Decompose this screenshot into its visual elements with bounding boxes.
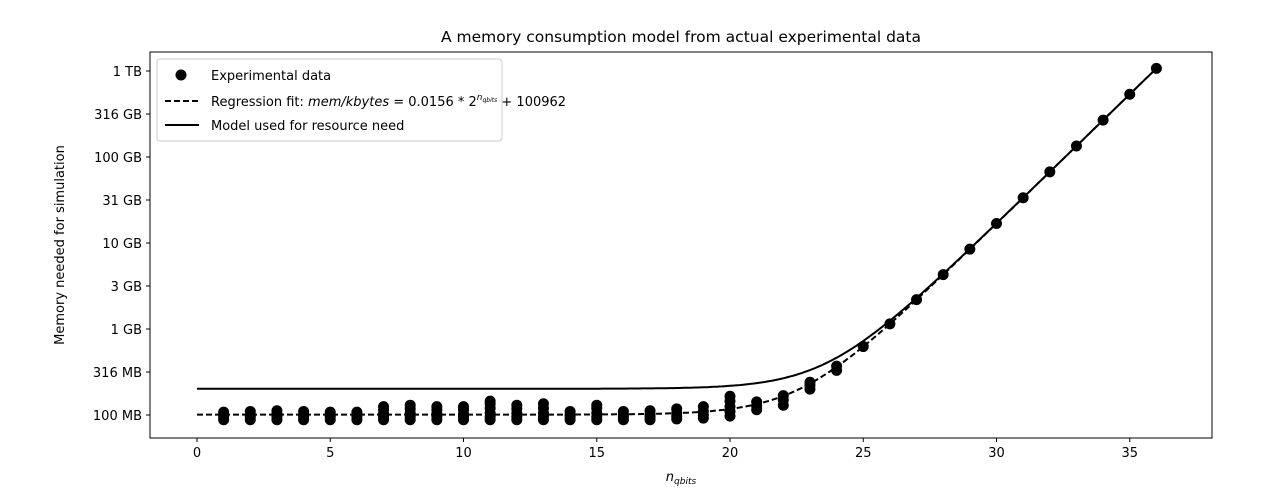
x-axis-label: nqbits [666,470,697,487]
y-tick-label: 316 MB [93,366,142,381]
data-point [671,403,683,415]
experimental-points [218,62,1162,426]
x-tick-label: 5 [326,446,334,461]
x-tick-label: 20 [722,446,739,461]
data-point [484,395,496,407]
data-point [537,398,549,410]
data-point [1017,192,1029,204]
y-tick-label: 100 MB [93,409,142,424]
legend-label-model: Model used for resource need [211,119,404,134]
data-point [804,376,816,388]
data-point [777,390,789,402]
x-tick-label: 10 [455,446,472,461]
x-axis: 0 5 10 15 20 25 30 35 [193,438,1138,461]
data-point [1150,62,1162,74]
y-tick-label: 1 TB [113,65,142,80]
data-point [697,401,709,413]
data-point [884,318,896,330]
data-point [1097,114,1109,126]
y-tick-label: 316 GB [94,108,142,123]
data-point [244,405,256,417]
data-point [431,401,443,413]
data-point [724,390,736,402]
legend-label-experimental: Experimental data [211,69,331,84]
data-point [458,401,469,413]
y-tick-label: 10 GB [102,237,142,252]
data-point [964,243,976,255]
data-point [218,406,230,418]
chart-title: A memory consumption model from actual e… [441,28,921,46]
legend: Experimental data Regression fit: mem/kb… [156,58,566,142]
x-tick-label: 0 [193,446,201,461]
data-point [271,405,283,417]
data-point [831,360,843,372]
data-point [591,399,603,411]
data-point [298,405,310,417]
y-axis-label: Memory needed for simulation [53,145,68,345]
data-point [351,406,363,418]
y-tick-label: 3 GB [111,280,142,295]
x-tick-label: 30 [988,446,1005,461]
data-point [751,396,763,408]
data-point [404,399,416,411]
data-point [644,405,656,417]
y-tick-label: 100 GB [94,151,142,166]
x-tick-label: 35 [1121,446,1138,461]
x-tick-label: 15 [588,446,605,461]
data-point [1124,88,1136,100]
data-point [1044,166,1056,178]
legend-label-regression: Regression fit: mem/kbytes = 0.0156 * 2n… [211,93,566,110]
y-axis: 100 MB 316 MB 1 GB 3 GB 10 GB 31 GB 100 GB 316 … [93,65,150,424]
data-point [564,405,576,417]
data-point [857,341,869,353]
data-point [1070,140,1082,152]
plot-area [149,51,1213,439]
y-tick-label: 1 GB [111,323,142,338]
data-point [937,269,949,281]
x-tick-label: 25 [855,446,872,461]
data-point [324,406,336,418]
legend-box [156,58,503,142]
y-tick-label: 31 GB [102,194,142,209]
data-point [511,399,523,411]
data-point [991,218,1002,230]
data-point [911,294,923,306]
data-point [617,405,629,417]
legend-marker-experimental [175,69,187,81]
data-point [378,401,390,413]
